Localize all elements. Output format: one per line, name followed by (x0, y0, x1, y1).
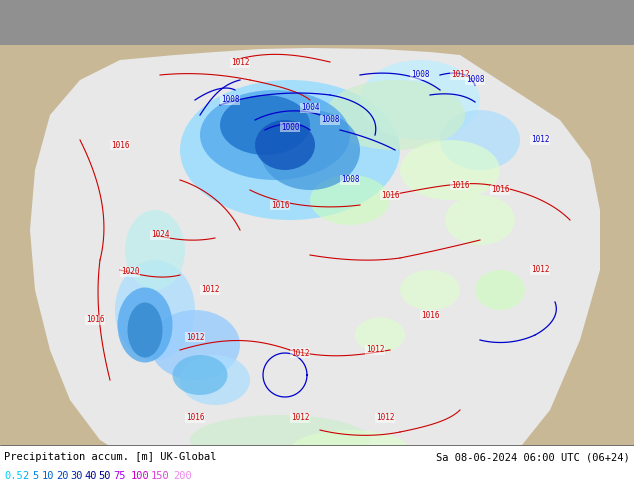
Text: 1008: 1008 (466, 75, 484, 84)
Text: 1012: 1012 (231, 58, 249, 68)
Text: 1016: 1016 (111, 141, 129, 149)
Text: 2: 2 (22, 471, 29, 481)
Ellipse shape (440, 110, 520, 170)
Text: 1016: 1016 (381, 191, 399, 199)
Text: 1016: 1016 (271, 200, 289, 210)
Ellipse shape (150, 310, 240, 380)
Ellipse shape (200, 90, 350, 180)
Ellipse shape (190, 415, 370, 465)
Text: 30: 30 (70, 471, 82, 481)
Text: 75: 75 (113, 471, 126, 481)
Ellipse shape (475, 270, 525, 310)
Ellipse shape (180, 80, 400, 220)
Ellipse shape (172, 355, 228, 395)
Ellipse shape (290, 430, 410, 470)
Text: 1008: 1008 (340, 175, 359, 185)
Text: 1012: 1012 (451, 71, 469, 79)
Text: 1012: 1012 (366, 345, 384, 354)
Ellipse shape (117, 288, 172, 363)
Text: 1016: 1016 (451, 180, 469, 190)
Text: 1012: 1012 (531, 136, 549, 145)
Text: 1012: 1012 (376, 414, 394, 422)
Ellipse shape (360, 60, 480, 140)
Bar (0, 445, 634, 490)
Ellipse shape (125, 210, 185, 290)
Ellipse shape (400, 270, 460, 310)
Ellipse shape (445, 195, 515, 245)
Ellipse shape (400, 140, 500, 200)
Text: 1004: 1004 (301, 103, 320, 113)
Text: 1012: 1012 (291, 348, 309, 358)
Ellipse shape (127, 302, 162, 358)
Text: 5: 5 (32, 471, 38, 481)
Text: 1024: 1024 (151, 230, 169, 240)
Ellipse shape (115, 260, 195, 360)
Text: 40: 40 (84, 471, 96, 481)
Ellipse shape (260, 110, 360, 190)
Text: 1016: 1016 (186, 414, 204, 422)
Text: Sa 08-06-2024 06:00 UTC (06+24): Sa 08-06-2024 06:00 UTC (06+24) (436, 452, 630, 462)
Ellipse shape (355, 318, 405, 352)
Text: 150: 150 (151, 471, 170, 481)
Text: 1008: 1008 (411, 71, 429, 79)
Text: 1012: 1012 (186, 333, 204, 342)
Text: 0.5: 0.5 (4, 471, 23, 481)
Text: 1008: 1008 (221, 96, 239, 104)
Text: 1016: 1016 (421, 311, 439, 319)
Text: 20: 20 (56, 471, 68, 481)
Text: 1016: 1016 (86, 316, 104, 324)
Ellipse shape (180, 355, 250, 405)
Ellipse shape (325, 80, 465, 150)
Text: 10: 10 (42, 471, 55, 481)
Text: 1020: 1020 (120, 268, 139, 276)
Text: 1012: 1012 (531, 266, 549, 274)
Text: 1016: 1016 (491, 186, 509, 195)
Ellipse shape (220, 95, 310, 155)
Text: 200: 200 (173, 471, 191, 481)
Text: Precipitation accum. [m] UK-Global: Precipitation accum. [m] UK-Global (4, 452, 216, 462)
Text: 100: 100 (131, 471, 150, 481)
Ellipse shape (310, 175, 390, 225)
Ellipse shape (255, 120, 315, 170)
Text: 1012: 1012 (201, 286, 219, 294)
Text: 1008: 1008 (321, 116, 339, 124)
Text: 50: 50 (98, 471, 110, 481)
Text: 1000: 1000 (281, 122, 299, 131)
Text: 1012: 1012 (291, 414, 309, 422)
Polygon shape (30, 48, 600, 487)
